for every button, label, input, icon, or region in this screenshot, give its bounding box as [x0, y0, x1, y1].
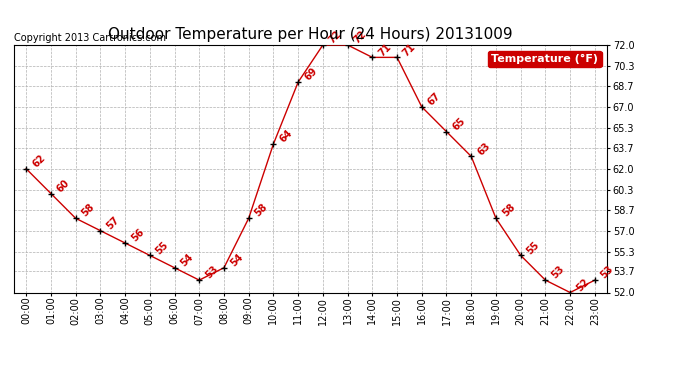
Text: 53: 53	[599, 264, 615, 281]
Text: 71: 71	[401, 41, 418, 58]
Text: 65: 65	[451, 116, 467, 132]
Text: 53: 53	[204, 264, 220, 281]
Text: 53: 53	[549, 264, 566, 281]
Text: 54: 54	[179, 252, 195, 268]
Text: 72: 72	[327, 29, 344, 46]
Title: Outdoor Temperature per Hour (24 Hours) 20131009: Outdoor Temperature per Hour (24 Hours) …	[108, 27, 513, 42]
Text: 55: 55	[154, 239, 170, 256]
Text: 72: 72	[352, 29, 368, 46]
Text: 63: 63	[475, 140, 492, 157]
Text: 52: 52	[574, 276, 591, 293]
Text: 55: 55	[525, 239, 542, 256]
Text: 62: 62	[30, 153, 47, 170]
Legend: Temperature (°F): Temperature (°F)	[488, 51, 602, 67]
Text: 56: 56	[129, 227, 146, 244]
Text: 54: 54	[228, 252, 245, 268]
Text: 67: 67	[426, 91, 442, 108]
Text: 58: 58	[80, 202, 97, 219]
Text: Copyright 2013 Cartronics.com: Copyright 2013 Cartronics.com	[14, 33, 166, 42]
Text: 57: 57	[104, 214, 121, 231]
Text: 60: 60	[55, 177, 72, 194]
Text: 58: 58	[253, 202, 270, 219]
Text: 69: 69	[302, 66, 319, 83]
Text: 71: 71	[377, 41, 393, 58]
Text: 58: 58	[500, 202, 517, 219]
Text: 64: 64	[277, 128, 294, 145]
